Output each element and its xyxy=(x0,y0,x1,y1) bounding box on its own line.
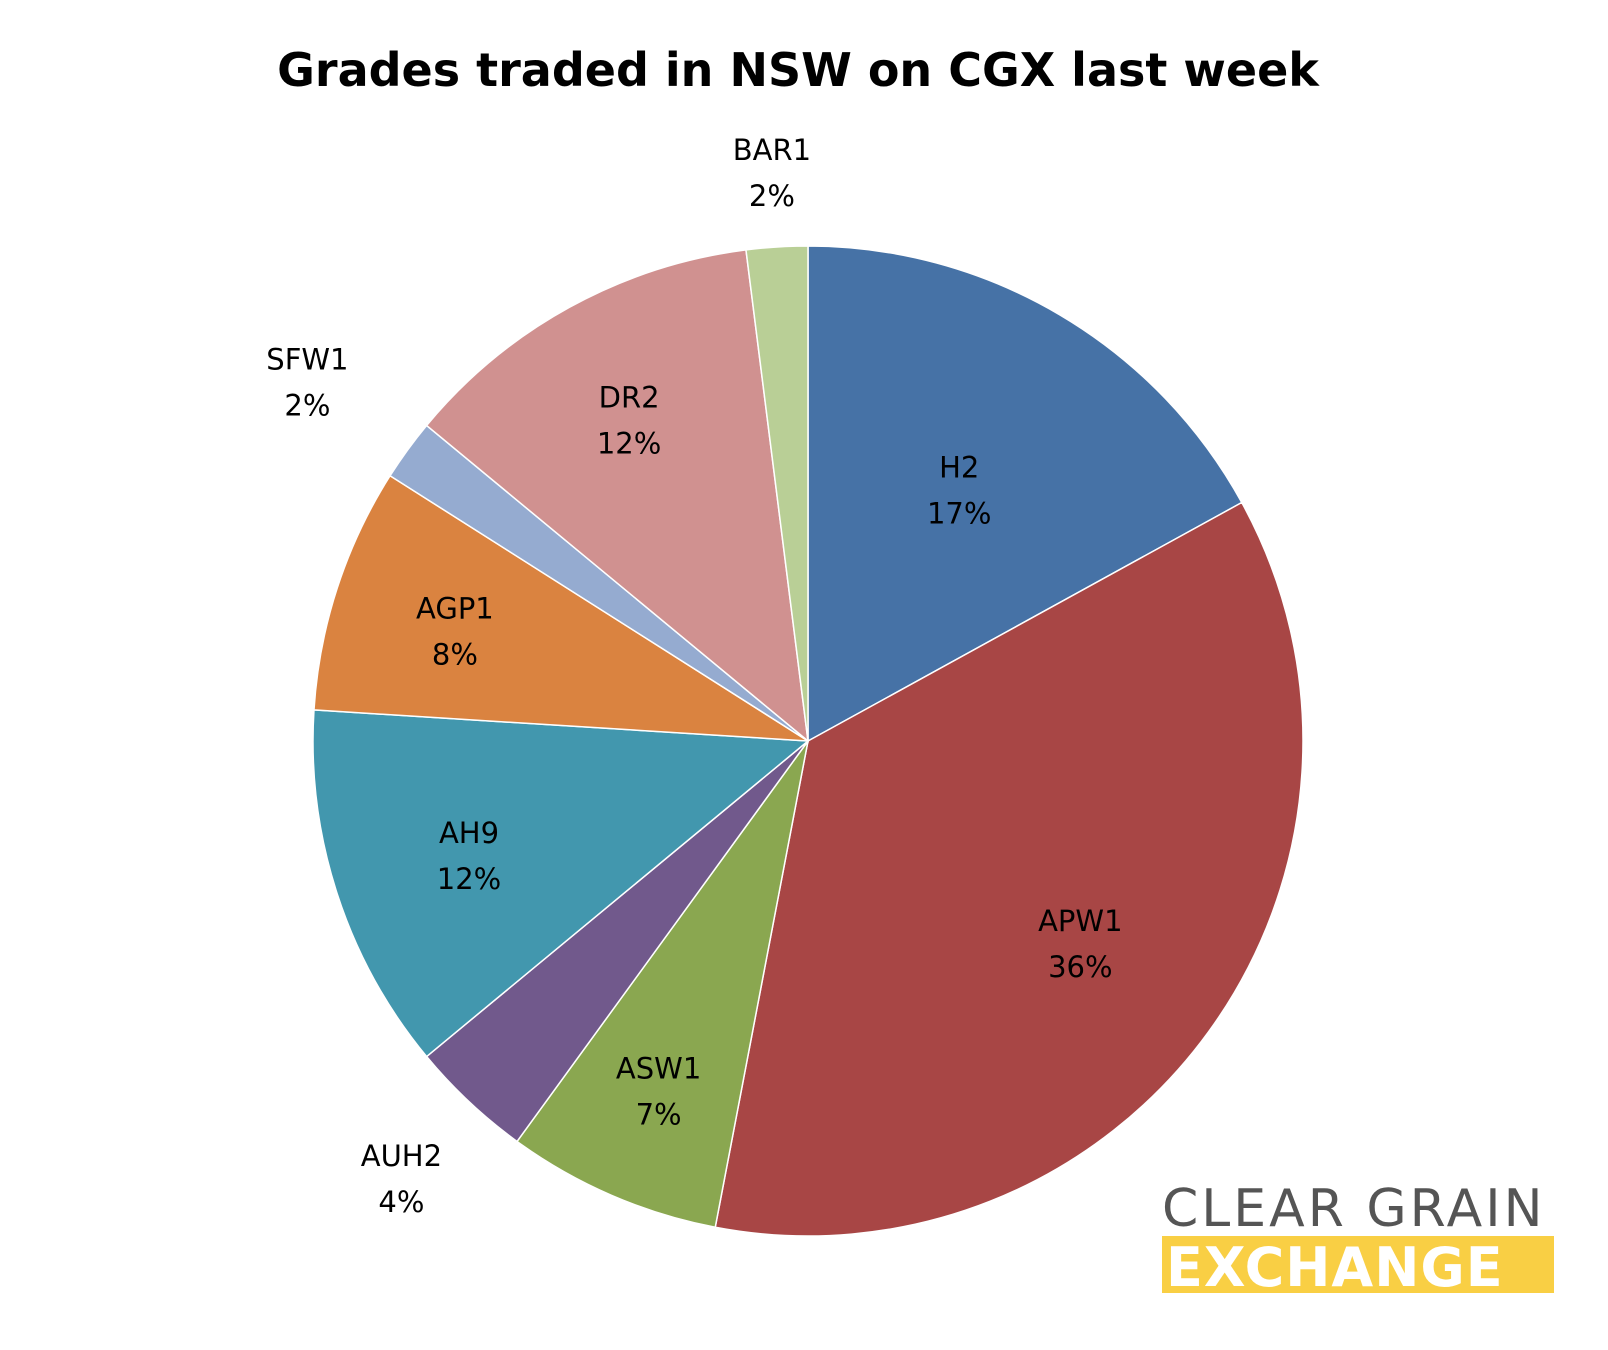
pie-slice-h2 xyxy=(807,245,1243,743)
pie-slices xyxy=(312,245,1304,1237)
slice-label-bar1: BAR1 xyxy=(733,133,811,167)
chart-title: Grades traded in NSW on CGX last week xyxy=(277,43,1320,97)
logo-line-1: CLEAR GRAIN xyxy=(1162,1179,1546,1239)
slice-label-apw1: APW1 xyxy=(1038,904,1122,938)
slice-label-sfw1: SFW1 xyxy=(266,342,348,376)
slice-value-ah9: 12% xyxy=(437,862,501,896)
slice-label-asw1: ASW1 xyxy=(616,1051,701,1085)
slice-value-asw1: 7% xyxy=(636,1097,682,1131)
slice-value-dr2: 12% xyxy=(597,427,661,461)
slice-value-apw1: 36% xyxy=(1048,950,1112,984)
slice-value-bar1: 2% xyxy=(749,179,795,213)
pie-slice-agp1 xyxy=(313,474,809,742)
pie-slice-ah9 xyxy=(312,709,810,1058)
pie-slice-apw1 xyxy=(714,501,1304,1237)
slice-label-auh2: AUH2 xyxy=(361,1139,442,1173)
slice-value-agp1: 8% xyxy=(432,637,478,671)
logo-band xyxy=(1162,1236,1554,1293)
logo-line-2: EXCHANGE xyxy=(1166,1236,1504,1299)
slice-labels: H2 17% APW1 36% ASW1 7% AUH2 4% AH9 12% AGP1 8% SFW1… xyxy=(266,133,1122,1219)
clear-grain-exchange-logo: CLEAR GRAIN EXCHANGE xyxy=(1162,1179,1554,1299)
slice-value-h2: 17% xyxy=(927,496,991,530)
slice-value-sfw1: 2% xyxy=(284,388,330,422)
pie-slice-bar1 xyxy=(745,245,809,742)
slice-label-ah9: AH9 xyxy=(439,816,499,850)
slice-label-h2: H2 xyxy=(939,450,979,484)
slice-value-auh2: 4% xyxy=(378,1185,424,1219)
slice-label-dr2: DR2 xyxy=(599,381,660,415)
pie-slice-asw1 xyxy=(516,740,809,1229)
pie-slice-dr2 xyxy=(425,249,809,743)
slice-label-agp1: AGP1 xyxy=(416,591,494,625)
